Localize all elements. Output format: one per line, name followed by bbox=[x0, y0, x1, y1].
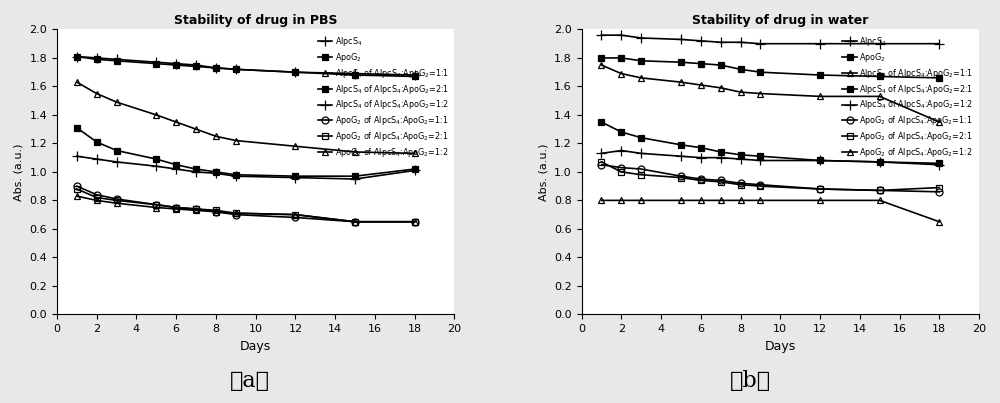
Text: （b）: （b） bbox=[729, 370, 771, 392]
Text: （a）: （a） bbox=[230, 370, 270, 392]
Legend: AlpcS$_4$, ApoG$_2$, AlpcS$_4$ of AlpcS$_4$:ApoG$_2$=1:1, AlpcS$_4$ of AlpcS$_4$: AlpcS$_4$, ApoG$_2$, AlpcS$_4$ of AlpcS$… bbox=[316, 33, 450, 160]
Y-axis label: Abs. (a.u.): Abs. (a.u.) bbox=[539, 143, 549, 201]
Legend: AlpcS$_4$, ApoG$_2$, AlpcS$_4$ of AlpcS$_4$:ApoG$_2$=1:1, AlpcS$_4$ of AlpcS$_4$: AlpcS$_4$, ApoG$_2$, AlpcS$_4$ of AlpcS$… bbox=[841, 33, 975, 160]
Y-axis label: Abs. (a.u.): Abs. (a.u.) bbox=[14, 143, 24, 201]
X-axis label: Days: Days bbox=[240, 340, 271, 353]
Title: Stability of drug in water: Stability of drug in water bbox=[692, 14, 869, 27]
X-axis label: Days: Days bbox=[765, 340, 796, 353]
Title: Stability of drug in PBS: Stability of drug in PBS bbox=[174, 14, 337, 27]
